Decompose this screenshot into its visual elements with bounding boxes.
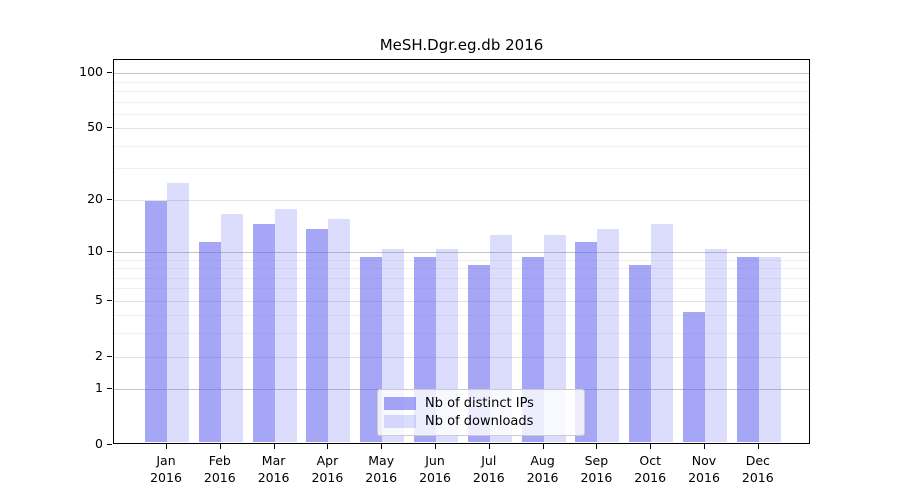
- x-tick-mark-jun: [435, 444, 436, 449]
- y-tick-mark-10: [107, 250, 112, 252]
- bar-distinct-ips-apr: [306, 229, 329, 442]
- y-tick-mark-1: [107, 388, 112, 390]
- y-tick-label-50: 50: [87, 119, 103, 135]
- minor-gridline-90: [114, 81, 809, 83]
- x-tick-mark-apr: [327, 444, 329, 449]
- plot-area: Nb of distinct IPs Nb of downloads: [113, 59, 810, 444]
- bar-downloads-jan: [167, 182, 189, 442]
- minor-gridline-9: [114, 259, 809, 261]
- mid-gridline-5: [114, 300, 809, 302]
- x-tick-label-oct: Oct 2016: [634, 453, 667, 485]
- bar-distinct-ips-mar: [252, 223, 275, 442]
- legend-label-distinct-ips: Nb of distinct IPs: [425, 396, 534, 411]
- x-tick-label-mar: Mar 2016: [257, 453, 290, 485]
- bar-downloads-sep: [597, 229, 620, 442]
- bar-distinct-ips-oct: [629, 265, 652, 442]
- bar-distinct-ips-feb: [198, 241, 221, 442]
- y-tick-label-1: 1: [95, 380, 103, 396]
- mid-gridline-50: [114, 128, 809, 130]
- x-tick-mark-aug: [542, 444, 544, 449]
- bar-downloads-feb: [220, 213, 243, 442]
- x-tick-mark-sep: [596, 444, 598, 449]
- bar-downloads-oct: [651, 223, 674, 442]
- x-tick-mark-oct: [650, 444, 652, 449]
- bar-downloads-nov: [705, 248, 727, 442]
- minor-gridline-70: [114, 101, 809, 103]
- x-tick-mark-jan: [166, 444, 167, 449]
- legend-swatch-distinct-ips-icon: [384, 397, 416, 410]
- minor-gridline-30: [114, 168, 809, 170]
- bar-downloads-apr: [328, 218, 351, 442]
- x-tick-mark-mar: [273, 444, 275, 449]
- x-tick-mark-nov: [704, 444, 705, 449]
- bar-distinct-ips-may: [360, 256, 383, 442]
- legend: Nb of distinct IPs Nb of downloads: [377, 389, 585, 436]
- legend-label-downloads: Nb of downloads: [425, 414, 534, 429]
- x-tick-label-jan: Jan 2016: [150, 453, 182, 485]
- bar-downloads-dec: [758, 256, 781, 442]
- y-tick-label-100: 100: [79, 64, 103, 80]
- x-tick-label-dec: Dec 2016: [741, 453, 774, 485]
- bar-distinct-ips-nov: [683, 312, 705, 442]
- major-gridline-10: [114, 251, 809, 253]
- chart-title: MeSH.Dgr.eg.db 2016: [379, 36, 544, 54]
- y-tick-mark-20: [107, 198, 112, 200]
- x-tick-mark-feb: [219, 444, 221, 449]
- minor-gridline-8: [114, 268, 809, 269]
- bar-distinct-ips-dec: [736, 256, 759, 442]
- y-tick-mark-0: [107, 444, 112, 445]
- x-tick-label-aug: Aug 2016: [526, 453, 559, 485]
- y-tick-mark-50: [107, 127, 112, 129]
- x-tick-label-feb: Feb 2016: [203, 453, 236, 485]
- x-tick-label-sep: Sep 2016: [580, 453, 613, 485]
- y-tick-label-5: 5: [95, 291, 103, 307]
- x-tick-label-apr: Apr 2016: [311, 453, 344, 485]
- bar-distinct-ips-jan: [145, 200, 167, 442]
- y-tick-label-0: 0: [95, 436, 103, 451]
- minor-gridline-4: [114, 315, 809, 317]
- mid-gridline-2: [114, 356, 809, 358]
- minor-gridline-7: [114, 277, 809, 279]
- minor-gridline-40: [114, 145, 809, 147]
- legend-swatch-downloads-icon: [384, 415, 416, 428]
- y-tick-label-10: 10: [87, 242, 103, 258]
- y-tick-mark-2: [107, 355, 112, 357]
- x-tick-label-jun: Jun 2016: [419, 453, 451, 485]
- x-tick-label-jul: Jul 2016: [472, 453, 505, 485]
- y-tick-label-2: 2: [95, 347, 103, 363]
- x-tick-label-nov: Nov 2016: [688, 453, 720, 485]
- x-tick-label-may: May 2016: [365, 453, 398, 485]
- y-tick-label-20: 20: [87, 190, 103, 206]
- legend-item-downloads: Nb of downloads: [384, 413, 576, 430]
- minor-gridline-3: [114, 333, 809, 335]
- y-tick-mark-100: [107, 72, 112, 74]
- minor-gridline-6: [114, 288, 809, 290]
- legend-item-distinct-ips: Nb of distinct IPs: [384, 395, 576, 412]
- bar-downloads-mar: [274, 209, 297, 442]
- x-tick-mark-dec: [757, 444, 759, 449]
- major-gridline-100: [114, 73, 809, 75]
- x-tick-mark-jul: [488, 444, 490, 449]
- minor-gridline-80: [114, 91, 809, 92]
- minor-gridline-60: [114, 113, 809, 115]
- y-tick-mark-5: [107, 299, 112, 301]
- x-tick-mark-may: [381, 444, 383, 449]
- mid-gridline-20: [114, 199, 809, 201]
